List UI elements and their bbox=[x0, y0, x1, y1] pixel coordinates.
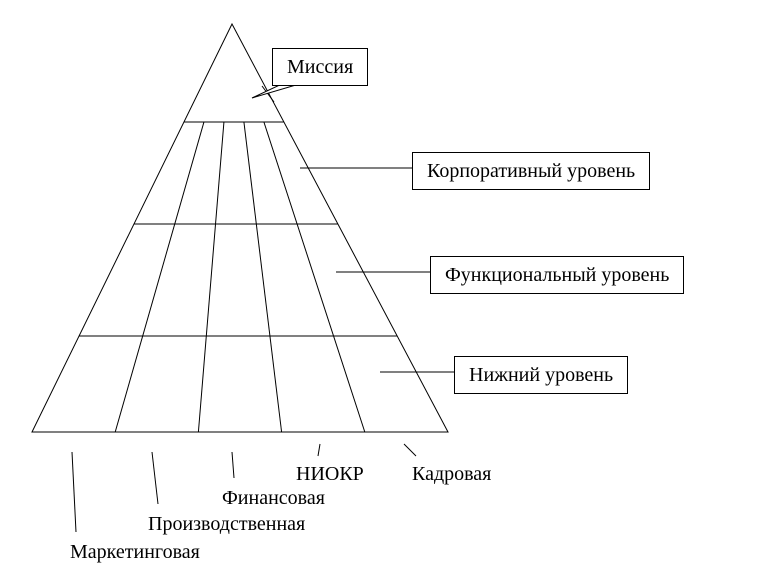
label-box-functional: Функциональный уровень bbox=[430, 256, 684, 294]
label-box-corporate: Корпоративный уровень bbox=[412, 152, 650, 190]
bottom-label-finance: Финансовая bbox=[222, 486, 325, 510]
label-box-lower: Нижний уровень bbox=[454, 356, 628, 394]
label-text: Миссия bbox=[287, 56, 353, 78]
label-box-mission: Миссия bbox=[272, 48, 368, 86]
label-text: Маркетинговая bbox=[70, 541, 200, 563]
label-text: Кадровая bbox=[412, 463, 491, 485]
bottom-label-hr: Кадровая bbox=[412, 462, 491, 486]
label-text: Нижний уровень bbox=[469, 364, 613, 386]
bottom-label-marketing: Маркетинговая bbox=[70, 540, 200, 564]
label-text: Финансовая bbox=[222, 487, 325, 509]
label-text: НИОКР bbox=[296, 463, 364, 485]
bottom-label-rnd: НИОКР bbox=[296, 462, 364, 486]
label-text: Функциональный уровень bbox=[445, 264, 669, 286]
label-text: Производственная bbox=[148, 513, 305, 535]
bottom-label-production: Производственная bbox=[148, 512, 305, 536]
label-text: Корпоративный уровень bbox=[427, 160, 635, 182]
